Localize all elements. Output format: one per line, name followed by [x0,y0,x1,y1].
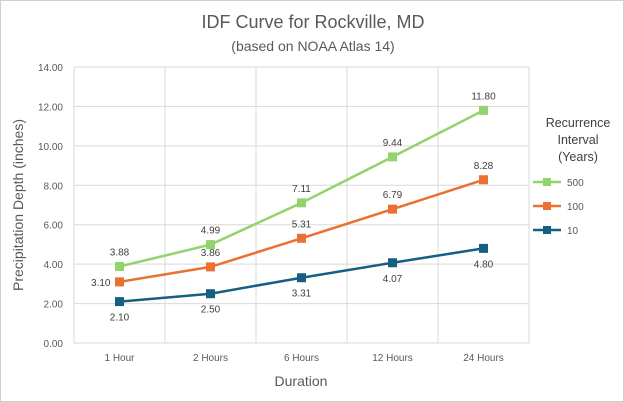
data-label: 3.88 [110,248,130,259]
data-marker [297,273,306,283]
data-marker [388,152,397,162]
series-100: 3.10 3.86 5.31 6.79 8.28 [91,161,494,289]
data-label: 6.79 [383,190,403,201]
y-tick-label: 2.00 [44,300,64,311]
series-line [119,178,484,284]
x-tick-label: 1 Hour [104,353,135,364]
data-marker [115,297,124,307]
data-label: 7.11 [292,184,311,195]
x-tick-label: 12 Hours [372,353,413,364]
data-marker [297,198,306,208]
chart-title: IDF Curve for Rockville, MD [201,12,424,32]
data-label: 4.99 [201,226,221,237]
data-label: 5.31 [292,219,312,230]
legend-item-10: 10 [533,226,579,237]
series-500: 3.88 4.99 7.11 9.44 11.80 [110,91,496,272]
data-marker [206,289,215,299]
legend-title: Recurrence [546,116,611,130]
series-10: 2.10 2.50 3.31 4.07 4.80 [110,243,494,324]
legend-marker [543,178,551,186]
y-tick-label: 8.00 [44,181,64,192]
data-label: 8.28 [474,161,494,172]
y-tick-label: 4.00 [44,260,64,271]
legend-marker [543,226,551,234]
data-label: 4.80 [474,259,494,270]
data-marker [297,233,306,243]
data-marker [115,262,124,272]
data-label: 2.50 [201,305,221,316]
data-label: 11.80 [471,91,496,102]
data-marker [479,243,488,253]
data-marker [479,105,488,115]
x-tick-label: 24 Hours [463,353,504,364]
y-tick-label: 6.00 [44,221,64,232]
chart-subtitle: (based on NOAA Atlas 14) [231,38,394,54]
data-label: 4.07 [383,274,403,285]
legend-title: (Years) [558,150,598,164]
legend-item-500: 500 [533,178,584,189]
x-tick-label: 2 Hours [193,353,228,364]
data-marker [115,277,124,287]
y-tick-label: 10.00 [38,142,63,153]
data-marker [479,175,488,185]
data-label: 3.31 [292,289,312,300]
y-tick-label: 14.00 [38,63,63,74]
legend-label: 500 [567,178,584,189]
legend-title: Interval [558,133,599,147]
data-marker [388,204,397,214]
data-marker [388,258,397,268]
x-tick-label: 6 Hours [284,353,319,364]
data-marker [206,262,215,272]
data-label: 9.44 [383,138,403,149]
y-tick-label: 0.00 [44,339,64,350]
legend-label: 100 [567,202,584,213]
legend-marker [543,202,551,210]
data-label: 3.86 [201,248,221,259]
y-tick-label: 12.00 [38,102,63,113]
legend-label: 10 [567,226,579,237]
data-label: 3.10 [91,278,111,289]
y-axis-label: Precipitation Depth (inches) [10,119,26,291]
data-label: 2.10 [110,313,130,324]
x-axis-label: Duration [275,373,328,389]
data-marker [206,240,215,250]
legend-item-100: 100 [533,202,584,213]
